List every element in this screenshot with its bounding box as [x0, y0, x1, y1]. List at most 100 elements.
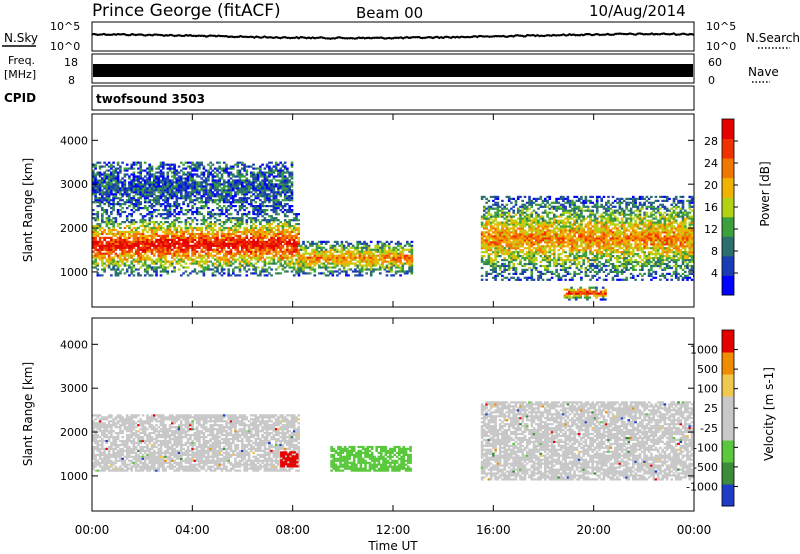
power-cell: [105, 219, 109, 222]
power-cell: [139, 219, 142, 222]
power-cell: [537, 231, 540, 234]
power-cell: [487, 260, 491, 264]
power-cell: [241, 191, 244, 194]
power-cell: [302, 266, 305, 269]
power-cell: [159, 270, 163, 273]
power-cell: [157, 209, 161, 212]
power-cell: [130, 209, 133, 212]
power-cell: [546, 231, 549, 234]
power-cell: [283, 205, 287, 208]
power-cell: [383, 246, 387, 249]
power-cell: [297, 230, 300, 234]
power-cell: [116, 161, 120, 164]
power-cell: [193, 203, 197, 206]
power-cell: [134, 221, 138, 224]
power-cell: [390, 260, 393, 263]
power-cell: [157, 228, 161, 232]
power-cell: [198, 270, 201, 273]
power-cell: [157, 254, 161, 257]
power-cell: [338, 244, 341, 247]
power-cell: [281, 191, 285, 194]
power-cell: [333, 270, 337, 273]
power-cell: [505, 221, 509, 224]
power-cell: [229, 250, 233, 253]
power-cell: [247, 187, 251, 190]
power-cell: [227, 185, 230, 188]
power-cell: [177, 191, 181, 194]
power-cell: [241, 221, 244, 224]
power-cell: [218, 219, 221, 222]
power-cell: [485, 217, 488, 220]
power-cell: [211, 175, 215, 178]
power-cell: [528, 217, 531, 220]
power-cell: [496, 203, 500, 206]
power-cell: [195, 272, 199, 275]
power-cell: [537, 197, 540, 200]
power-cell: [198, 189, 201, 192]
power-cell: [259, 236, 262, 239]
power-cell: [252, 219, 255, 222]
power-cell: [180, 187, 183, 190]
power-cell: [148, 240, 151, 243]
power-cell: [290, 266, 294, 269]
power-cell: [369, 258, 373, 261]
power-cell: [270, 244, 273, 247]
power-cell: [329, 262, 332, 265]
power-cell: [177, 203, 181, 206]
power-cell: [162, 217, 165, 220]
power-cell: [143, 270, 147, 273]
power-cell: [209, 268, 212, 271]
power-cell: [216, 246, 219, 249]
power-cell: [166, 228, 170, 232]
power-cell: [166, 179, 170, 182]
nsky-top-tick: 10^5: [50, 20, 80, 33]
power-cell: [525, 239, 529, 242]
power-cell: [139, 161, 142, 164]
power-cell: [349, 258, 353, 261]
power-cell: [247, 189, 251, 192]
power-cell: [345, 270, 348, 273]
power-cell: [356, 256, 359, 259]
power-cell: [268, 219, 271, 222]
power-cell: [487, 239, 491, 242]
power-cell: [327, 250, 330, 253]
power-cell: [254, 240, 258, 243]
power-cell: [116, 246, 120, 249]
power-cell: [148, 183, 151, 186]
power-cell: [222, 189, 226, 192]
power-cell: [302, 262, 305, 265]
power-cell: [218, 264, 221, 267]
power-cell: [191, 219, 194, 222]
power-cell: [143, 193, 147, 196]
power-cell: [252, 175, 255, 178]
power-cell: [532, 219, 536, 222]
power-cell: [286, 240, 289, 243]
power-cell: [94, 213, 97, 216]
power-cell: [236, 173, 240, 176]
power-cell: [146, 213, 149, 216]
power-cell: [503, 213, 506, 216]
power-cell: [406, 272, 409, 275]
power-cell: [227, 205, 230, 208]
power-cell: [519, 239, 522, 242]
power-cell: [200, 256, 203, 259]
power-cell: [110, 236, 113, 239]
power-cell: [496, 253, 500, 256]
power-cell: [383, 260, 387, 263]
power-cell: [403, 272, 407, 275]
power-cell: [281, 181, 285, 184]
power-cell: [546, 264, 549, 268]
power-cell: [261, 189, 264, 192]
power-cell: [238, 177, 242, 180]
power-cell: [369, 264, 373, 267]
power-cell: [270, 195, 273, 198]
power-cell: [525, 237, 529, 240]
power-cell: [166, 183, 170, 186]
power-cell: [295, 215, 298, 218]
power-cell: [487, 199, 491, 202]
power-cell: [225, 189, 228, 192]
power-cell: [532, 278, 536, 281]
power-cell: [521, 225, 524, 228]
power-cell: [480, 257, 484, 260]
power-cell: [198, 212, 201, 216]
